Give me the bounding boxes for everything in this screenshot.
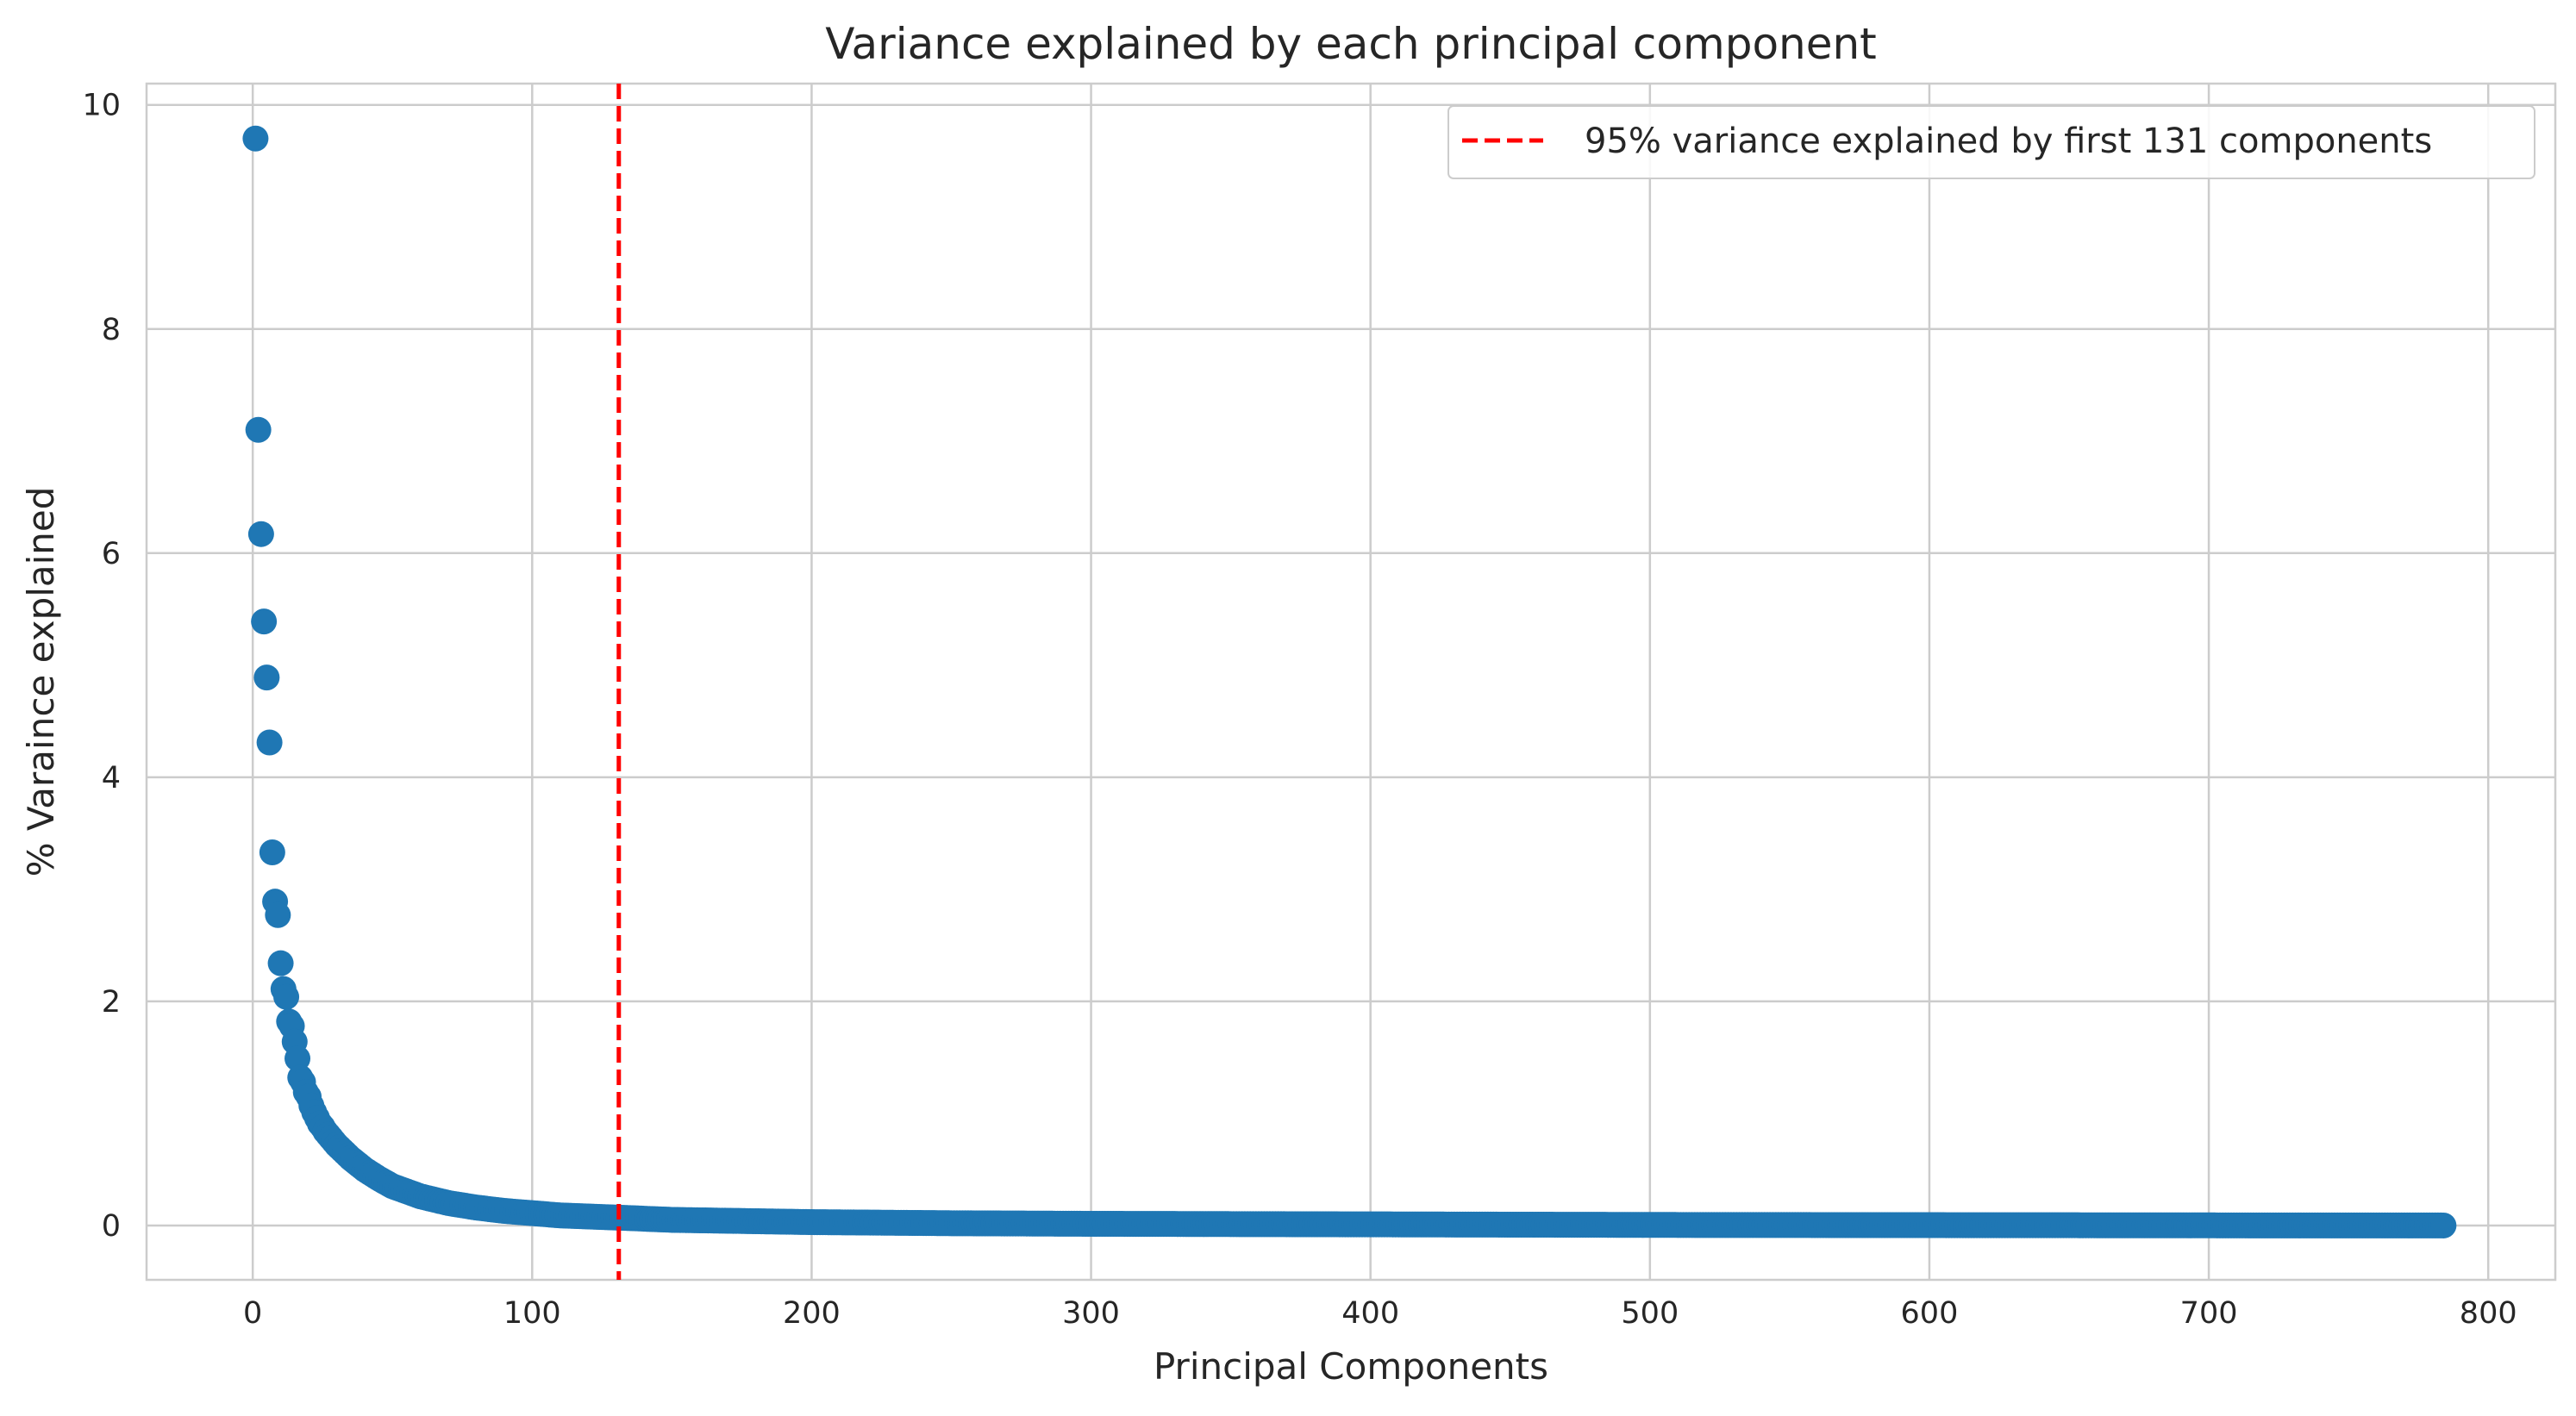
legend: 95% variance explained by first 131 comp… <box>1447 105 2535 179</box>
x-tick-label: 300 <box>1062 1296 1120 1331</box>
data-point <box>247 521 274 547</box>
data-point <box>245 416 272 443</box>
y-tick-label: 0 <box>102 1209 121 1244</box>
data-point <box>259 839 285 865</box>
x-tick-label: 200 <box>783 1296 841 1331</box>
x-gridlines <box>251 84 2490 1280</box>
data-point <box>242 125 269 152</box>
x-tick-label: 0 <box>243 1296 262 1331</box>
data-point <box>253 664 280 691</box>
y-tick-label: 10 <box>82 89 121 123</box>
chart-title: Variance explained by each principal com… <box>825 19 1877 69</box>
x-tick-label: 400 <box>1341 1296 1399 1331</box>
y-axis-label: % Varaince explained <box>20 487 62 877</box>
x-tick-label: 600 <box>1901 1296 1959 1331</box>
data-point <box>267 950 294 976</box>
legend-box <box>1447 105 2535 179</box>
y-tick-label: 2 <box>102 985 121 1020</box>
data-point <box>273 983 300 1010</box>
x-tick-label: 700 <box>2180 1296 2238 1331</box>
data-point <box>265 901 291 928</box>
data-point <box>256 729 283 756</box>
data-point <box>2430 1212 2457 1238</box>
y-tick-label: 4 <box>102 761 121 795</box>
x-tick-label: 500 <box>1621 1296 1679 1331</box>
legend-label: 95% variance explained by first 131 comp… <box>1585 122 2432 161</box>
x-axis-label: Principal Components <box>1154 1345 1548 1388</box>
data-point <box>284 1045 311 1072</box>
x-tick-label: 800 <box>2460 1296 2517 1331</box>
x-tick-label: 100 <box>503 1296 561 1331</box>
y-tick-labels: 0 2 4 6 8 10 <box>82 89 121 1244</box>
data-point <box>251 608 278 635</box>
y-tick-label: 6 <box>102 537 121 571</box>
plot-area <box>145 82 2557 1282</box>
y-tick-label: 8 <box>102 313 121 347</box>
x-tick-labels: 0 100 200 300 400 500 600 700 800 <box>243 1296 2517 1331</box>
scatter-points <box>242 125 2457 1238</box>
